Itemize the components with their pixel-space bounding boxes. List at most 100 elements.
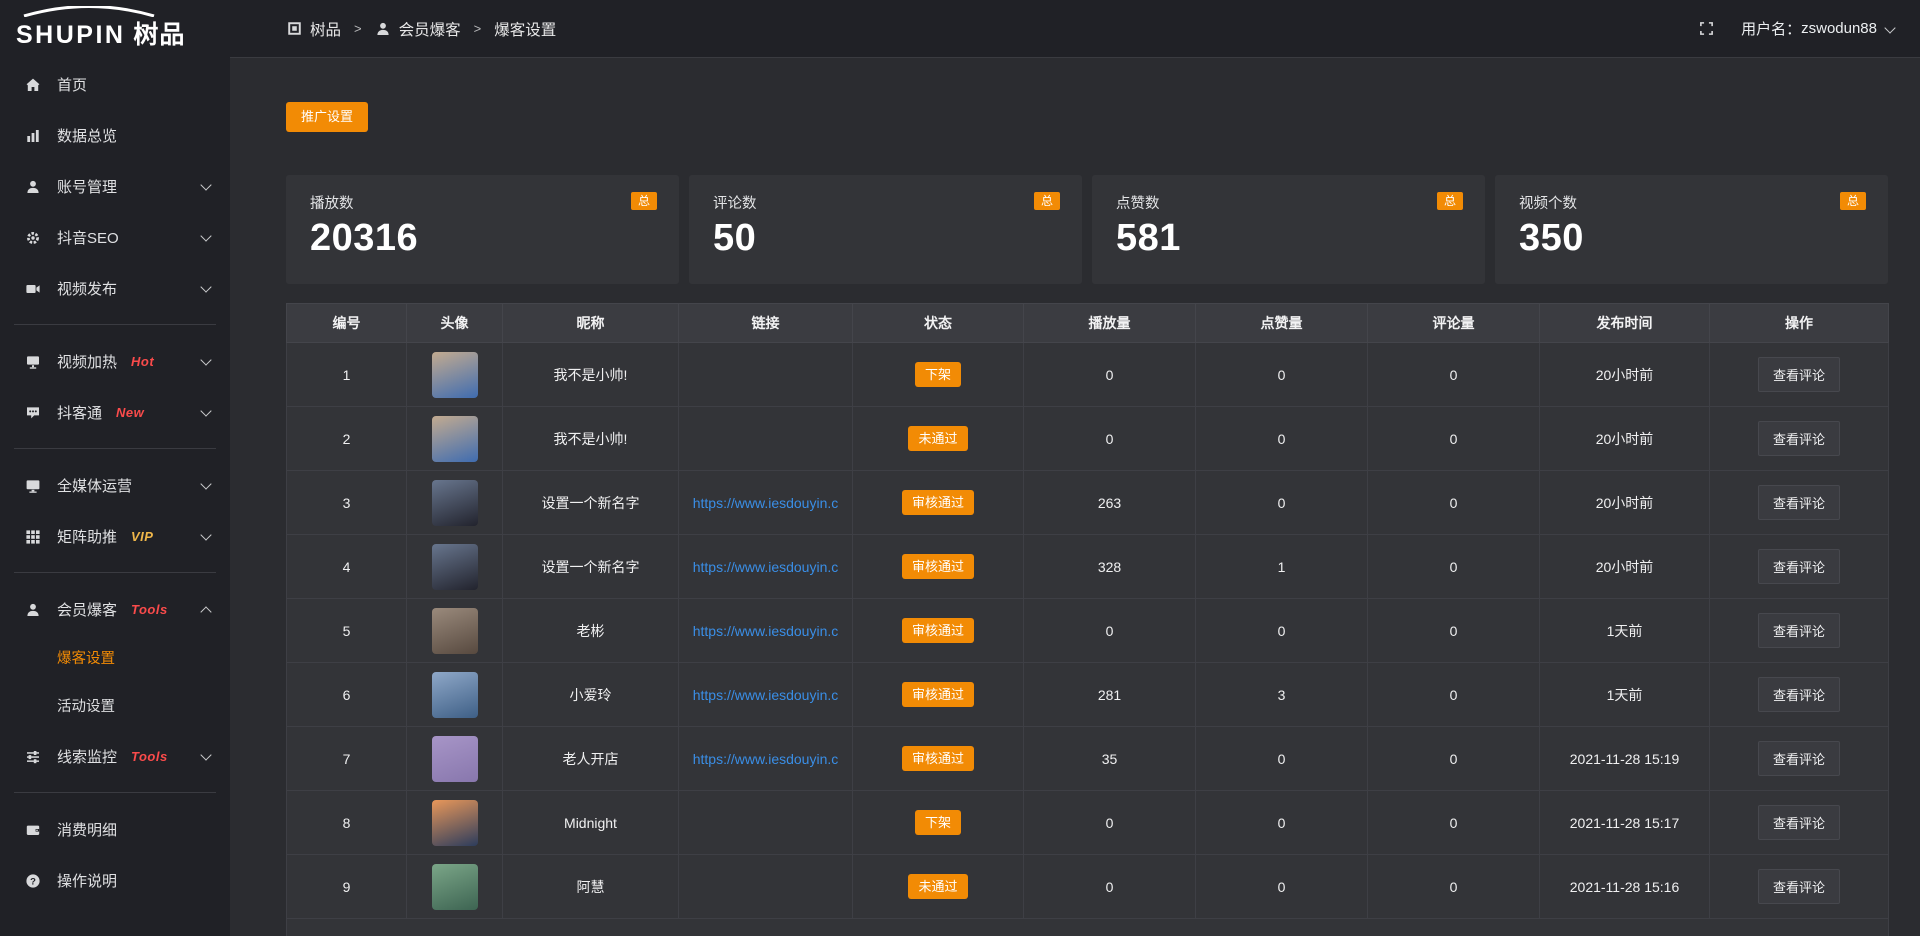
breadcrumb-item[interactable]: 爆客设置 (494, 18, 556, 40)
cell-plays: 0 (1023, 342, 1196, 407)
cell-comments: 0 (1367, 342, 1540, 407)
table-row-partial (286, 918, 1889, 936)
cell-comments: 0 (1367, 790, 1540, 855)
sidebar-item-data-overview[interactable]: 数据总览 (0, 110, 230, 161)
video-link[interactable]: https://www.iesdouyin.c (692, 623, 839, 640)
sidebar-item-operation-guide[interactable]: ? 操作说明 (0, 855, 230, 906)
view-comments-button[interactable]: 查看评论 (1757, 549, 1840, 584)
chevron-down-icon (200, 230, 212, 242)
app-icon (286, 22, 303, 35)
user-menu[interactable]: 用户名： zswodun88 (1741, 18, 1896, 39)
cell-id: 1 (286, 342, 407, 407)
sidebar-item-badge: Hot (131, 354, 155, 369)
chevron-down-icon (1884, 21, 1896, 34)
cell-link (678, 406, 853, 471)
table-row: 9 阿慧 未通过 0 0 0 2021-11-28 15:16 查看评论 (286, 854, 1889, 919)
cell-action: 查看评论 (1709, 598, 1889, 663)
cell-comments: 0 (1367, 406, 1540, 471)
sidebar-subitem-爆客设置[interactable]: 爆客设置 (57, 651, 115, 667)
status-badge: 未通过 (908, 426, 968, 451)
status-badge: 下架 (914, 362, 961, 387)
video-link[interactable]: https://www.iesdouyin.c (692, 495, 839, 512)
video-link[interactable]: https://www.iesdouyin.c (692, 751, 839, 768)
view-comments-button[interactable]: 查看评论 (1757, 741, 1840, 776)
avatar (431, 607, 478, 654)
cell-comments: 0 (1367, 726, 1540, 791)
cell-likes: 0 (1195, 342, 1368, 407)
username-label: 用户名： (1741, 21, 1802, 38)
sidebar-item-spend-detail[interactable]: 消费明细 (0, 804, 230, 855)
logo-text-cn: 树品 (133, 21, 186, 49)
chevron-down-icon (200, 478, 212, 490)
cell-nickname: 我不是小帅! (502, 342, 679, 407)
sidebar-item-account-manage[interactable]: 账号管理 (0, 161, 230, 212)
logo-text-en: SHUPIN (16, 21, 126, 49)
sidebar-menu: 首页 数据总览 账号管理抖音SEO 视频发布视频加热 Hot 抖客通 New 全媒体运营 矩阵助… (0, 56, 230, 906)
sidebar-item-clue-monitor[interactable]: 线索监控 Tools (0, 731, 230, 782)
table-row: 4 设置一个新名字 https://www.iesdouyin.c 审核通过 328 1 0… (286, 534, 1889, 599)
sidebar-subitem-活动设置[interactable]: 活动设置 (57, 699, 115, 715)
table-header-cell: 昵称 (502, 303, 679, 343)
sidebar-item-douketong[interactable]: 抖客通 New (0, 387, 230, 438)
total-badge: 总 (1033, 192, 1060, 210)
sidebar-item-media-operation[interactable]: 全媒体运营 (0, 460, 230, 511)
status-badge: 审核通过 (901, 682, 974, 707)
cell-link: https://www.iesdouyin.c (678, 662, 853, 727)
avatar (431, 671, 478, 718)
stat-card-label: 播放数 (310, 196, 354, 212)
username: zswodun88 (1801, 20, 1877, 37)
cell-time: 20小时前 (1539, 470, 1710, 535)
view-comments-button[interactable]: 查看评论 (1757, 485, 1840, 520)
table-row: 7 老人开店 https://www.iesdouyin.c 审核通过 35 0 0 2021… (286, 726, 1889, 791)
cell-nickname: Midnight (502, 790, 679, 855)
view-comments-button[interactable]: 查看评论 (1757, 869, 1840, 904)
sidebar-item-video-publish[interactable]: 视频发布 (0, 263, 230, 314)
view-comments-button[interactable]: 查看评论 (1757, 677, 1840, 712)
cell-status: 未通过 (852, 406, 1024, 471)
cell-id: 7 (286, 726, 407, 791)
view-comments-button[interactable]: 查看评论 (1757, 613, 1840, 648)
table-header-cell: 链接 (678, 303, 853, 343)
cell-action: 查看评论 (1709, 406, 1889, 471)
stat-card-label: 评论数 (713, 196, 757, 212)
cell-time: 2021-11-28 15:17 (1539, 790, 1710, 855)
breadcrumb-item[interactable]: 树品 (286, 18, 341, 40)
user-icon (375, 21, 392, 37)
view-comments-button[interactable]: 查看评论 (1757, 357, 1840, 392)
chevron-down-icon (200, 354, 212, 366)
cell-time: 1天前 (1539, 662, 1710, 727)
cell-status: 审核通过 (852, 470, 1024, 535)
sidebar-item-label: 抖音SEO (57, 230, 119, 247)
fullscreen-icon[interactable] (1698, 21, 1715, 36)
video-link[interactable]: https://www.iesdouyin.c (692, 687, 839, 704)
monitor-icon (24, 478, 41, 494)
cell-id: 6 (286, 662, 407, 727)
cell-likes: 0 (1195, 726, 1368, 791)
sidebar-item-douyin-seo[interactable]: 抖音SEO (0, 212, 230, 263)
main-column: 树品 > 会员爆客 > 爆客设置 用户名： zswodun88 推广设置 播放数总 2031… (230, 0, 1920, 936)
svg-text:?: ? (30, 876, 36, 887)
cell-action: 查看评论 (1709, 534, 1889, 599)
view-comments-button[interactable]: 查看评论 (1757, 421, 1840, 456)
sidebar-divider (14, 448, 216, 449)
sidebar-item-label: 消费明细 (57, 822, 118, 839)
breadcrumb-item[interactable]: 会员爆客 (375, 18, 461, 40)
sidebar-item-video-heat[interactable]: 视频加热 Hot (0, 336, 230, 387)
table-header-cell: 点赞量 (1195, 303, 1368, 343)
sidebar-item-matrix-boost[interactable]: 矩阵助推 VIP (0, 511, 230, 562)
cell-likes: 1 (1195, 534, 1368, 599)
cell-link: https://www.iesdouyin.c (678, 726, 853, 791)
sidebar-item-label: 视频发布 (57, 281, 118, 298)
cell-nickname: 阿慧 (502, 854, 679, 919)
view-comments-button[interactable]: 查看评论 (1757, 805, 1840, 840)
sidebar-item-home[interactable]: 首页 (0, 59, 230, 110)
sidebar-item-member-baoke[interactable]: 会员爆客 Tools (0, 584, 230, 635)
table-header-cell: 播放量 (1023, 303, 1196, 343)
screen-icon (24, 354, 41, 370)
promo-settings-button[interactable]: 推广设置 (286, 102, 369, 132)
status-badge: 审核通过 (901, 618, 974, 643)
cell-likes: 0 (1195, 790, 1368, 855)
chevron-up-icon (200, 605, 212, 618)
cell-action: 查看评论 (1709, 790, 1889, 855)
video-link[interactable]: https://www.iesdouyin.c (692, 559, 839, 576)
